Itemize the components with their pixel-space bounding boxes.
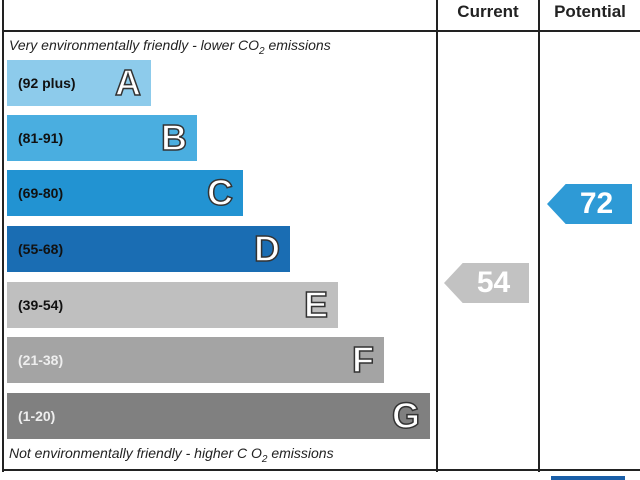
band-range: (21-38) [18, 352, 64, 368]
band-range: (55-68) [18, 241, 64, 257]
band-range: (1-20) [18, 408, 56, 424]
band-letter: E [303, 283, 329, 326]
current-rating-arrow: 54 [444, 263, 529, 303]
current-value: 54 [476, 266, 511, 299]
frame-left [2, 0, 4, 472]
bottom-rule [2, 469, 640, 471]
header-potential: Potential [554, 2, 626, 21]
band-f: (21-38) F [7, 337, 384, 383]
header-current: Current [457, 2, 519, 21]
potential-value: 72 [579, 187, 614, 220]
band-letter: G [391, 394, 421, 437]
band-range: (81-91) [18, 130, 64, 146]
band-e: (39-54) E [7, 282, 338, 328]
band-b: (81-91) B [7, 115, 197, 161]
divider-current [436, 0, 438, 472]
band-d: (55-68) D [7, 226, 290, 272]
band-a: (92 plus) A [7, 60, 151, 106]
band-letter: C [206, 171, 234, 214]
header-rule [2, 30, 640, 32]
band-letter: F [351, 338, 375, 381]
top-note: Very environmentally friendly - lower CO… [9, 37, 331, 57]
potential-rating-arrow: 72 [547, 184, 632, 224]
bottom-blue-element [551, 476, 625, 480]
divider-potential [538, 0, 540, 472]
band-range: (92 plus) [18, 75, 76, 91]
band-c: (69-80) C [7, 170, 243, 216]
band-letter: B [160, 116, 188, 159]
band-letter: A [114, 61, 142, 104]
band-range: (69-80) [18, 185, 64, 201]
band-letter: D [253, 227, 281, 270]
bottom-note: Not environmentally friendly - higher C … [9, 445, 334, 465]
band-range: (39-54) [18, 297, 64, 313]
band-g: (1-20) G [7, 393, 430, 439]
